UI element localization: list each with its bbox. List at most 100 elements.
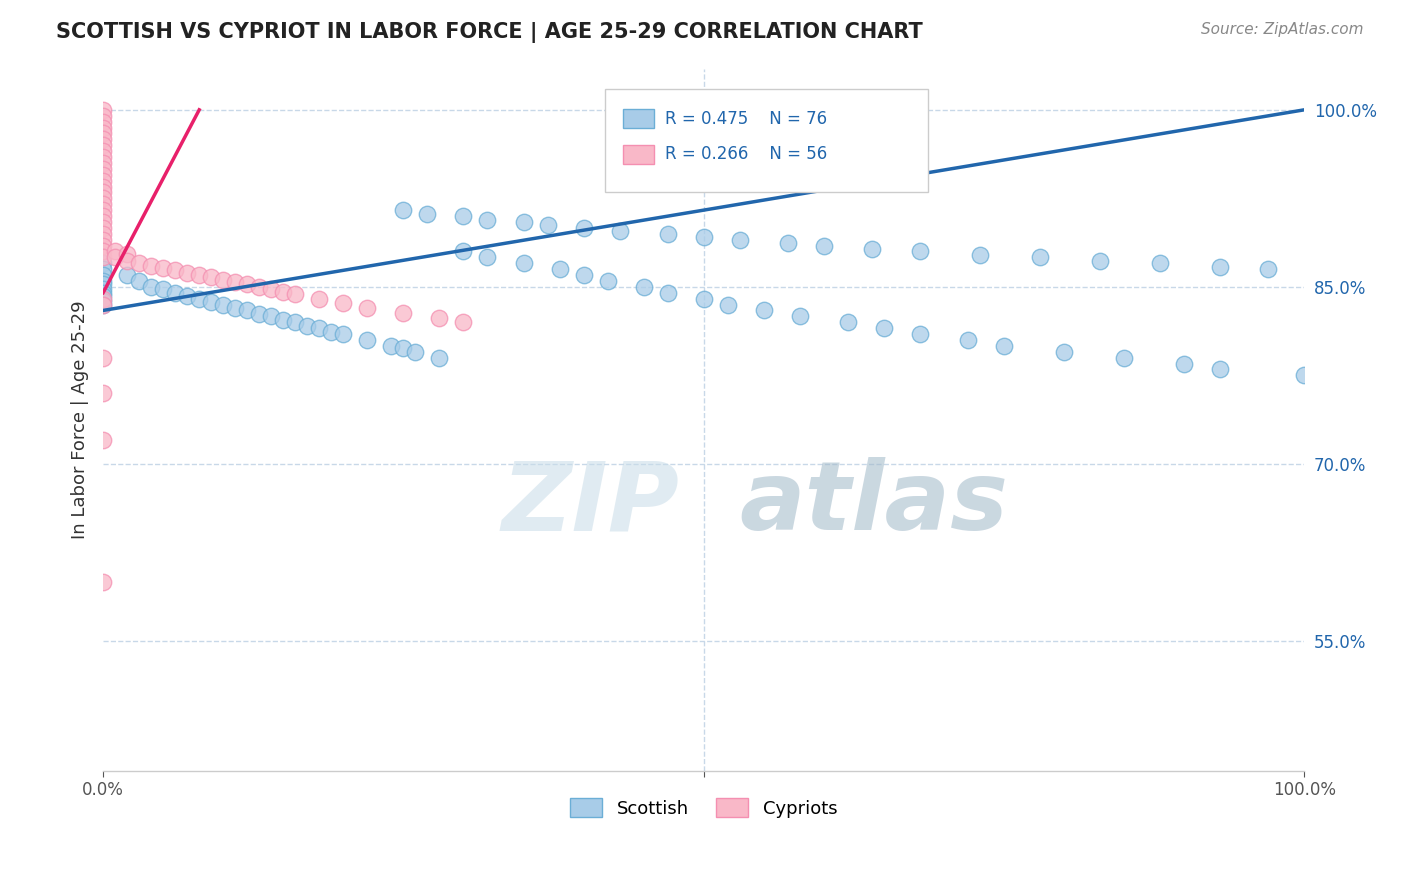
Point — [1088, 253, 1111, 268]
Point — [453, 315, 475, 329]
Point — [657, 285, 679, 300]
Point — [776, 236, 799, 251]
Point — [1053, 344, 1076, 359]
Point — [115, 247, 138, 261]
Point — [91, 120, 114, 135]
Point — [908, 326, 931, 341]
Point — [789, 310, 811, 324]
Point — [692, 292, 714, 306]
Point — [1112, 351, 1135, 365]
Point — [993, 339, 1015, 353]
Point — [247, 280, 270, 294]
Point — [91, 244, 114, 259]
Point — [91, 277, 114, 292]
Point — [91, 150, 114, 164]
Point — [453, 209, 475, 223]
Point — [969, 248, 991, 262]
Point — [873, 321, 896, 335]
Point — [596, 274, 619, 288]
Point — [392, 203, 415, 218]
Point — [392, 341, 415, 355]
Y-axis label: In Labor Force | Age 25-29: In Labor Force | Age 25-29 — [72, 301, 89, 539]
Point — [91, 256, 114, 270]
Point — [91, 274, 114, 288]
Point — [1173, 357, 1195, 371]
Point — [308, 292, 330, 306]
Point — [657, 227, 679, 241]
Point — [91, 297, 114, 311]
Point — [271, 313, 294, 327]
Point — [115, 268, 138, 282]
Point — [260, 310, 283, 324]
Point — [91, 220, 114, 235]
Point — [91, 292, 114, 306]
Point — [429, 310, 451, 325]
Point — [91, 386, 114, 401]
Point — [212, 297, 235, 311]
Text: atlas: atlas — [740, 458, 1008, 550]
Point — [332, 326, 354, 341]
Point — [91, 186, 114, 200]
Point — [247, 307, 270, 321]
Point — [91, 268, 114, 282]
Point — [200, 295, 222, 310]
Point — [453, 244, 475, 259]
Text: ZIP: ZIP — [502, 458, 679, 550]
Legend: Scottish, Cypriots: Scottish, Cypriots — [562, 791, 845, 825]
Point — [297, 318, 319, 333]
Point — [717, 297, 740, 311]
Point — [260, 282, 283, 296]
Text: R = 0.266    N = 56: R = 0.266 N = 56 — [665, 145, 827, 163]
Point — [176, 289, 198, 303]
Point — [1209, 362, 1232, 376]
Point — [91, 282, 114, 296]
Point — [91, 215, 114, 229]
Point — [91, 262, 114, 277]
Point — [1294, 368, 1316, 383]
Point — [609, 224, 631, 238]
Point — [188, 268, 211, 282]
Point — [284, 287, 307, 301]
Point — [728, 233, 751, 247]
Point — [91, 574, 114, 589]
Point — [141, 280, 163, 294]
Point — [91, 293, 114, 308]
Point — [91, 238, 114, 252]
Point — [477, 250, 499, 264]
Point — [860, 242, 883, 256]
Point — [429, 351, 451, 365]
Point — [141, 259, 163, 273]
Point — [91, 197, 114, 211]
Point — [908, 244, 931, 259]
Point — [356, 301, 378, 315]
Point — [236, 277, 259, 292]
Point — [128, 256, 150, 270]
Point — [477, 212, 499, 227]
Point — [692, 230, 714, 244]
Point — [813, 238, 835, 252]
Point — [91, 227, 114, 241]
Point — [91, 285, 114, 300]
Point — [271, 285, 294, 299]
Point — [91, 161, 114, 176]
Point — [392, 306, 415, 320]
Point — [91, 127, 114, 141]
Point — [91, 250, 114, 264]
Point — [536, 219, 558, 233]
Point — [572, 268, 595, 282]
Point — [404, 344, 426, 359]
Text: SCOTTISH VS CYPRIOT IN LABOR FORCE | AGE 25-29 CORRELATION CHART: SCOTTISH VS CYPRIOT IN LABOR FORCE | AGE… — [56, 22, 922, 44]
Point — [176, 266, 198, 280]
Point — [380, 339, 402, 353]
Point — [91, 156, 114, 170]
Point — [837, 315, 859, 329]
Point — [104, 250, 127, 264]
Point — [165, 285, 187, 300]
Point — [416, 207, 439, 221]
Point — [128, 274, 150, 288]
Point — [188, 292, 211, 306]
Point — [548, 262, 571, 277]
Point — [284, 315, 307, 329]
Point — [1209, 260, 1232, 274]
Point — [152, 282, 174, 296]
